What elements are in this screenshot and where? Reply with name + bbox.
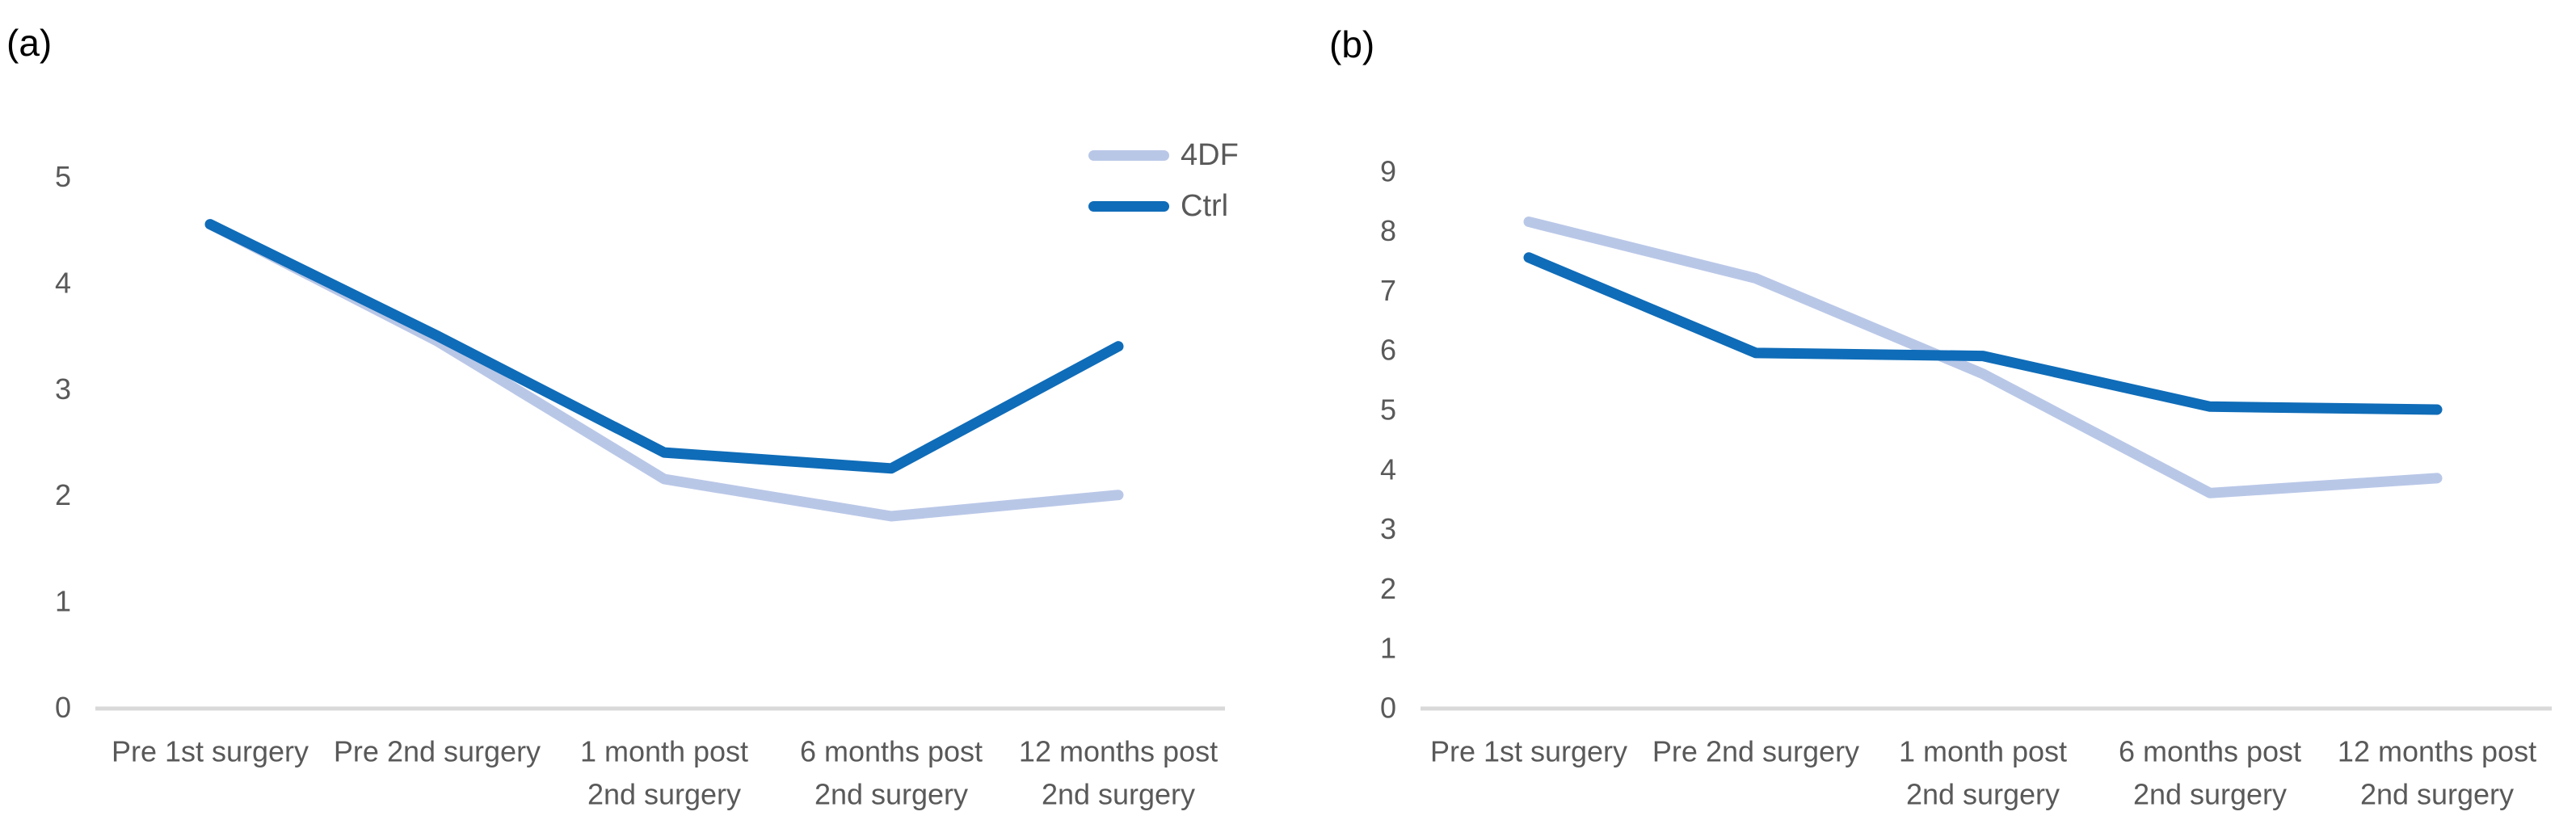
y-tick-label: 1 [1380, 632, 1396, 665]
series-line-ctrl [1523, 252, 2443, 415]
y-tick-label: 4 [55, 266, 71, 299]
y-tick-label: 1 [55, 585, 71, 618]
legend-swatch-4df-line [1088, 149, 1169, 161]
x-category-label: Pre 2nd surgery [1652, 735, 1859, 768]
y-tick-label: 6 [1380, 334, 1396, 367]
x-category-label: Pre 2nd surgery [334, 735, 541, 768]
legend-label-4df: 4DF [1181, 137, 1239, 172]
legend-item-4df: 4DF [1088, 137, 1239, 173]
legend-swatch-ctrl-line [1088, 200, 1169, 212]
legend-label-ctrl: Ctrl [1181, 188, 1229, 223]
y-tick-label: 9 [1380, 154, 1396, 187]
y-tick-label: 2 [55, 478, 71, 511]
y-tick-label: 2 [1380, 572, 1396, 605]
y-tick-label: 5 [1380, 393, 1396, 427]
series-line-4df [204, 219, 1124, 522]
x-category-label: 2nd surgery [1042, 778, 1195, 811]
series-line-4df [1523, 217, 2443, 498]
y-tick-label: 4 [1380, 452, 1396, 486]
y-tick-label: 3 [1380, 512, 1396, 545]
panel-label-a: (a) [6, 22, 53, 64]
y-tick-label: 0 [1380, 692, 1396, 725]
x-category-label: 1 month post [1899, 735, 2067, 768]
x-category-label: 2nd surgery [1906, 778, 2060, 811]
x-category-label: 6 months post [800, 735, 983, 768]
y-tick-label: 0 [55, 691, 71, 724]
y-tick-label: 7 [1380, 274, 1396, 307]
y-tick-label: 3 [55, 372, 71, 406]
panel-label-b: (b) [1329, 23, 1375, 65]
y-tick-label: 8 [1380, 214, 1396, 247]
x-category-label: 2nd surgery [2133, 778, 2287, 811]
legend: 4DF Ctrl [1088, 137, 1239, 224]
series-line-ctrl [204, 219, 1124, 474]
x-category-label: 1 month post [580, 735, 748, 768]
x-category-label: 2nd surgery [814, 778, 968, 811]
x-category-label: 12 months post [2338, 735, 2536, 768]
x-category-label: Pre 1st surgery [1430, 735, 1627, 768]
y-tick-label: 5 [55, 160, 71, 193]
legend-item-ctrl: Ctrl [1088, 188, 1239, 224]
x-category-label: 6 months post [2119, 735, 2301, 768]
x-category-label: 12 months post [1019, 735, 1218, 768]
x-category-label: 2nd surgery [587, 778, 741, 811]
x-category-label: 2nd surgery [2360, 778, 2514, 811]
x-category-label: Pre 1st surgery [112, 735, 309, 768]
